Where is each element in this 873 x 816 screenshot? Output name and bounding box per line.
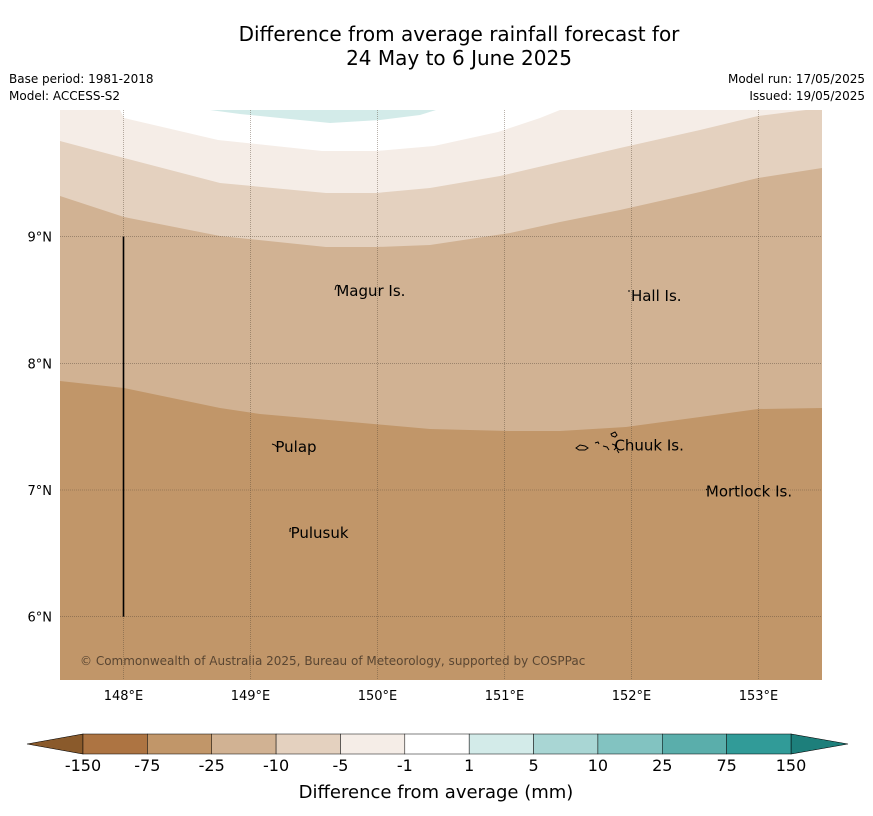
islands (271, 284, 708, 532)
island-shape (705, 488, 708, 491)
meta-right: Model run: 17/05/2025 Issued: 19/05/2025 (728, 71, 865, 105)
colorbar-swatch (597, 733, 663, 755)
graticule (60, 110, 822, 680)
island-shape (602, 445, 610, 451)
lat-tick-label: 8°N (28, 357, 53, 372)
band-1-5 (210, 110, 436, 123)
island-shape (610, 431, 618, 438)
colorbar-tick-label: 10 (588, 756, 608, 775)
colorbar-swatch (533, 733, 599, 755)
colorbar-tick-label: -10 (263, 756, 289, 775)
place-label: Pulusuk (291, 524, 349, 542)
colorbar-tick-label: 25 (652, 756, 672, 775)
issued-text: Issued: 19/05/2025 (749, 89, 865, 103)
lon-tick-label: 153°E (739, 689, 779, 704)
island-shape (594, 441, 600, 445)
model-text: Model: ACCESS-S2 (9, 89, 121, 103)
lon-tick-label: 149°E (231, 689, 271, 704)
colorbar-tick-label: 75 (716, 756, 736, 775)
island-shape (575, 444, 589, 451)
colorbar-tick-label: -1 (397, 756, 413, 775)
island-shape (271, 443, 278, 448)
place-label: Hall Is. (631, 287, 682, 305)
place-label: Magur Is. (336, 282, 405, 300)
place-label: Pulap (275, 438, 316, 456)
colorbar-tick-label: 1 (464, 756, 474, 775)
island-shape (334, 284, 339, 291)
colorbar-swatch (468, 733, 534, 755)
meta-left: Base period: 1981-2018 Model: ACCESS-S2 (9, 71, 154, 105)
colorbar-tick-label: -75 (134, 756, 160, 775)
colorbar-tick-label: -25 (199, 756, 225, 775)
copyright-text: © Commonwealth of Australia 2025, Bureau… (80, 654, 585, 668)
title-line-2: 24 May to 6 June 2025 (346, 46, 572, 70)
colorbar: -150 -75 -25 -10 -5 -1 1 5 10 25 75 150 (26, 733, 849, 775)
lon-tick-label: 151°E (485, 689, 525, 704)
colorbar-high-extend (790, 733, 849, 755)
place-label: Chuuk Is. (614, 437, 683, 455)
lat-tick-label: 6°N (28, 611, 53, 626)
colorbar-swatch (662, 733, 727, 755)
base-period-text: Base period: 1981-2018 (9, 72, 154, 86)
place-label: Mortlock Is. (706, 482, 792, 500)
lat-tick-label: 9°N (28, 231, 53, 246)
model-run-text: Model run: 17/05/2025 (727, 72, 865, 86)
axis-ticks: 148°E 149°E 150°E 151°E 152°E 153°E 9°N 8°N 7°N 6… (28, 231, 779, 704)
colorbar-swatch (275, 733, 341, 755)
colorbar-tick-label: 5 (528, 756, 538, 775)
colorbar-title: Difference from average (mm) (299, 782, 574, 803)
colorbar-tick-label: 150 (776, 756, 807, 775)
rainfall-bands (60, 110, 822, 680)
island-shape (289, 527, 292, 532)
colorbar-tick-label: -5 (332, 756, 348, 775)
band-1-1 (120, 110, 560, 151)
colorbar-swatch (340, 733, 406, 755)
lon-tick-label: 150°E (358, 689, 398, 704)
colorbar-swatch (726, 733, 792, 755)
lon-tick-label: 148°E (104, 689, 144, 704)
colorbar-swatch (404, 733, 470, 755)
island-shape (616, 449, 620, 454)
colorbar-swatch (147, 733, 212, 755)
lon-tick-label: 152°E (612, 689, 652, 704)
colorbar-low-extend (26, 733, 84, 755)
colorbar-tick-label: -150 (65, 756, 101, 775)
place-labels: Magur Is. Hall Is. Pulap Chuuk Is. Mortlock … (275, 282, 792, 542)
title-line-1: Difference from average rainfall forecas… (238, 22, 680, 46)
map-title: Difference from average rainfall forecas… (0, 22, 873, 70)
island-shape (611, 443, 617, 451)
colorbar-swatch (211, 733, 277, 755)
lat-tick-label: 7°N (28, 484, 53, 499)
colorbar-swatch (82, 733, 148, 755)
